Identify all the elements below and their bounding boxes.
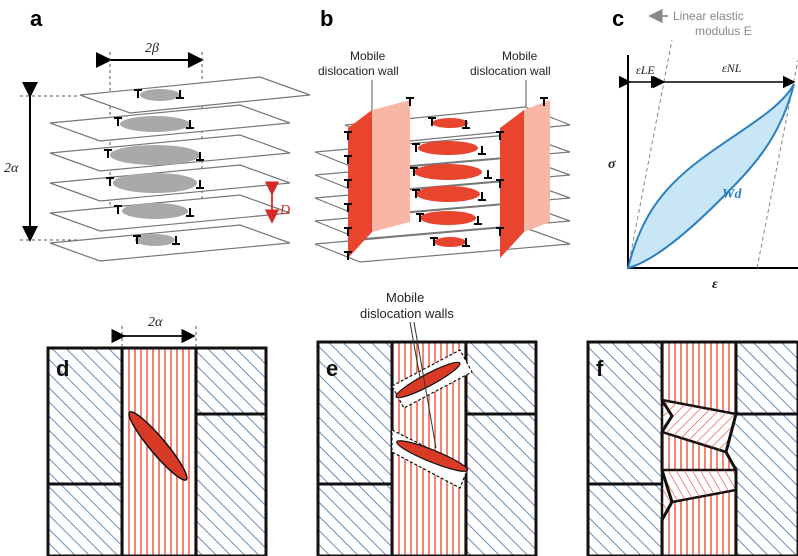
- wd-label: Wd: [722, 187, 742, 202]
- panel-b: b Mobile dislocation wall Mobile disloca…: [314, 6, 571, 263]
- dislocation-symbols-a: [104, 89, 204, 245]
- dislocation-walls-b: [348, 100, 550, 258]
- panel-b-letter: b: [320, 6, 333, 31]
- slip-planes: [49, 76, 311, 262]
- panel-e-letter: e: [326, 356, 338, 381]
- panel-c-letter: c: [612, 6, 624, 31]
- loop-d: [128, 411, 188, 481]
- panel-e: e Mobile dislocation walls: [316, 290, 538, 556]
- panel-d-letter: d: [56, 356, 69, 381]
- walls-pointer-1: [409, 321, 421, 379]
- sheared-region-bottom: [662, 470, 736, 520]
- wall-label-right-1: Mobile: [502, 49, 538, 63]
- wall-label-left-1: Mobile: [350, 49, 386, 63]
- panel-a: a 2β 2α: [4, 6, 311, 262]
- loop-e-bottom: [396, 440, 468, 472]
- beta-label: 2β: [145, 41, 159, 56]
- wall-label-right-2: dislocation wall: [470, 64, 551, 78]
- d-alpha-label: 2α: [148, 315, 163, 330]
- dislocation-symbols-b: [344, 97, 548, 260]
- dislocation-loops: [110, 89, 200, 246]
- panel-a-letter: a: [30, 6, 43, 31]
- loop-e-top: [395, 361, 461, 399]
- panel-c: c Linear elastic modulus E εLE εNL σ ε W…: [608, 6, 798, 292]
- elastic-label-1: Linear elastic: [673, 9, 744, 23]
- wall-label-left-2: dislocation wall: [318, 64, 399, 78]
- twin-band-f: [662, 342, 736, 556]
- d-label: D: [279, 203, 290, 218]
- panel-f: f: [586, 340, 798, 556]
- elastic-line-left: [627, 39, 673, 269]
- walls-label-2: dislocation walls: [360, 306, 454, 321]
- walls-pointer-2: [413, 321, 437, 449]
- elastic-label-2: modulus E: [695, 24, 752, 38]
- eps-nl-label: εNL: [722, 61, 742, 75]
- sigma-label: σ: [608, 157, 616, 172]
- walls-label-1: Mobile: [386, 290, 424, 305]
- sheared-region-top: [662, 400, 736, 452]
- epsilon-label: ε: [712, 277, 718, 292]
- panel-d: d 2α: [46, 315, 268, 556]
- loops-b: [414, 118, 482, 247]
- hysteresis-loop: [626, 83, 795, 270]
- panel-f-letter: f: [596, 356, 604, 381]
- eps-le-label: εLE: [636, 63, 655, 77]
- alpha-label: 2α: [4, 161, 19, 176]
